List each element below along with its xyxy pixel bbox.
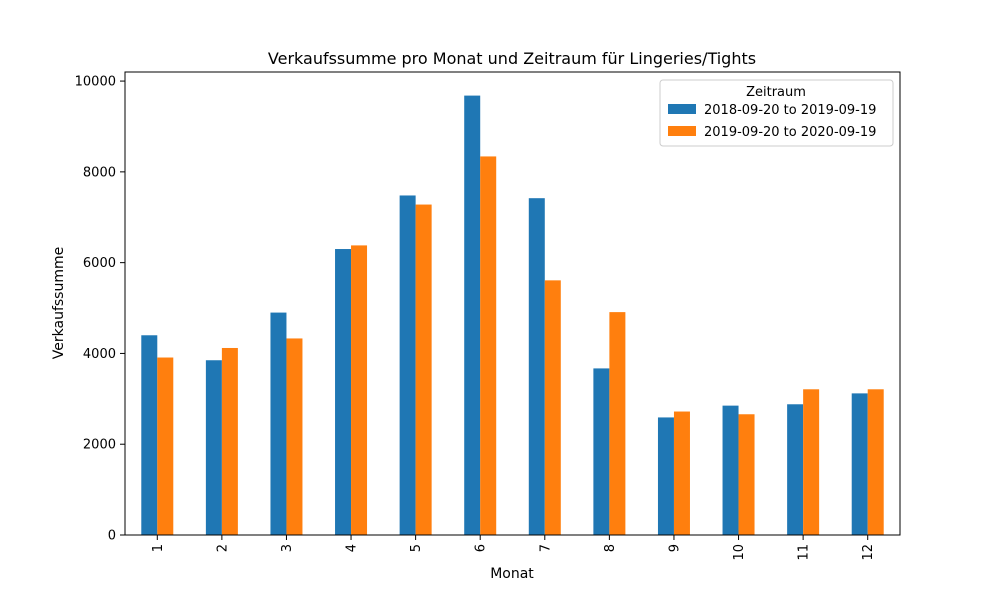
bar-series-2-month-12 bbox=[867, 389, 884, 535]
y-tick-label: 0 bbox=[108, 529, 116, 544]
x-tick-label: 5 bbox=[409, 544, 424, 552]
x-tick-label: 9 bbox=[667, 544, 682, 552]
x-axis: 1 2 3 4 5 6 7 8 9 10 11 12 bbox=[151, 535, 876, 561]
legend: Zeitraum 2018-09-20 to 2019-09-19 2019-0… bbox=[659, 79, 894, 147]
bar-series-1-month-1 bbox=[141, 335, 158, 535]
bar-series-1-month-7 bbox=[528, 198, 545, 535]
x-tick-label: 1 bbox=[151, 544, 166, 552]
y-tick-label: 4000 bbox=[83, 347, 116, 362]
bars-layer bbox=[141, 95, 884, 536]
bar-series-2-month-3 bbox=[286, 338, 303, 535]
bar-series-1-month-8 bbox=[593, 368, 610, 535]
x-tick-label: 12 bbox=[861, 544, 876, 561]
bar-series-2-month-11 bbox=[803, 389, 820, 535]
bar-series-2-month-1 bbox=[157, 357, 174, 535]
legend-swatch-series-1 bbox=[668, 104, 696, 114]
bar-series-2-month-4 bbox=[351, 245, 368, 535]
bar-series-2-month-5 bbox=[415, 204, 432, 536]
y-tick-label: 8000 bbox=[83, 165, 116, 180]
y-axis-label: Verkaufssumme bbox=[51, 247, 67, 359]
y-tick-label: 10000 bbox=[75, 75, 116, 90]
x-tick-label: 11 bbox=[797, 544, 812, 561]
plot-frame bbox=[124, 71, 901, 536]
bar-series-2-month-10 bbox=[738, 414, 755, 535]
x-tick-label: 3 bbox=[280, 544, 295, 552]
x-axis-label: Monat bbox=[490, 566, 534, 582]
x-tick-label: 10 bbox=[732, 544, 747, 561]
bar-series-2-month-2 bbox=[221, 347, 238, 535]
x-tick-label: 6 bbox=[474, 544, 489, 552]
y-axis: 0 2000 4000 6000 8000 10000 bbox=[75, 75, 125, 544]
bar-series-1-month-12 bbox=[851, 393, 868, 535]
bar-series-2-month-8 bbox=[609, 312, 626, 535]
legend-box bbox=[659, 79, 894, 147]
bar-series-1-month-2 bbox=[205, 360, 222, 535]
bar-series-1-month-3 bbox=[270, 312, 287, 535]
bar-series-1-month-11 bbox=[787, 404, 804, 535]
x-tick-label: 2 bbox=[215, 544, 230, 552]
bar-series-1-month-4 bbox=[335, 249, 352, 535]
x-tick-label: 4 bbox=[345, 544, 360, 552]
y-tick-label: 6000 bbox=[83, 256, 116, 271]
bar-series-1-month-6 bbox=[464, 95, 481, 535]
legend-swatch-series-2 bbox=[668, 126, 696, 136]
chart-title: Verkaufssumme pro Monat und Zeitraum für… bbox=[268, 49, 756, 68]
legend-label-series-1: 2018-09-20 to 2019-09-19 bbox=[704, 103, 876, 118]
bar-series-1-month-10 bbox=[722, 405, 739, 535]
x-tick-label: 7 bbox=[538, 544, 553, 552]
bar-series-2-month-6 bbox=[480, 156, 497, 535]
bar-series-1-month-9 bbox=[657, 417, 674, 535]
y-tick-label: 2000 bbox=[83, 438, 116, 453]
legend-label-series-2: 2019-09-20 to 2020-09-19 bbox=[704, 125, 876, 140]
x-tick-label: 8 bbox=[603, 544, 618, 552]
legend-title: Zeitraum bbox=[746, 85, 806, 100]
bar-series-1-month-5 bbox=[399, 195, 416, 535]
bar-series-2-month-7 bbox=[544, 280, 561, 535]
bar-series-2-month-9 bbox=[673, 411, 690, 535]
